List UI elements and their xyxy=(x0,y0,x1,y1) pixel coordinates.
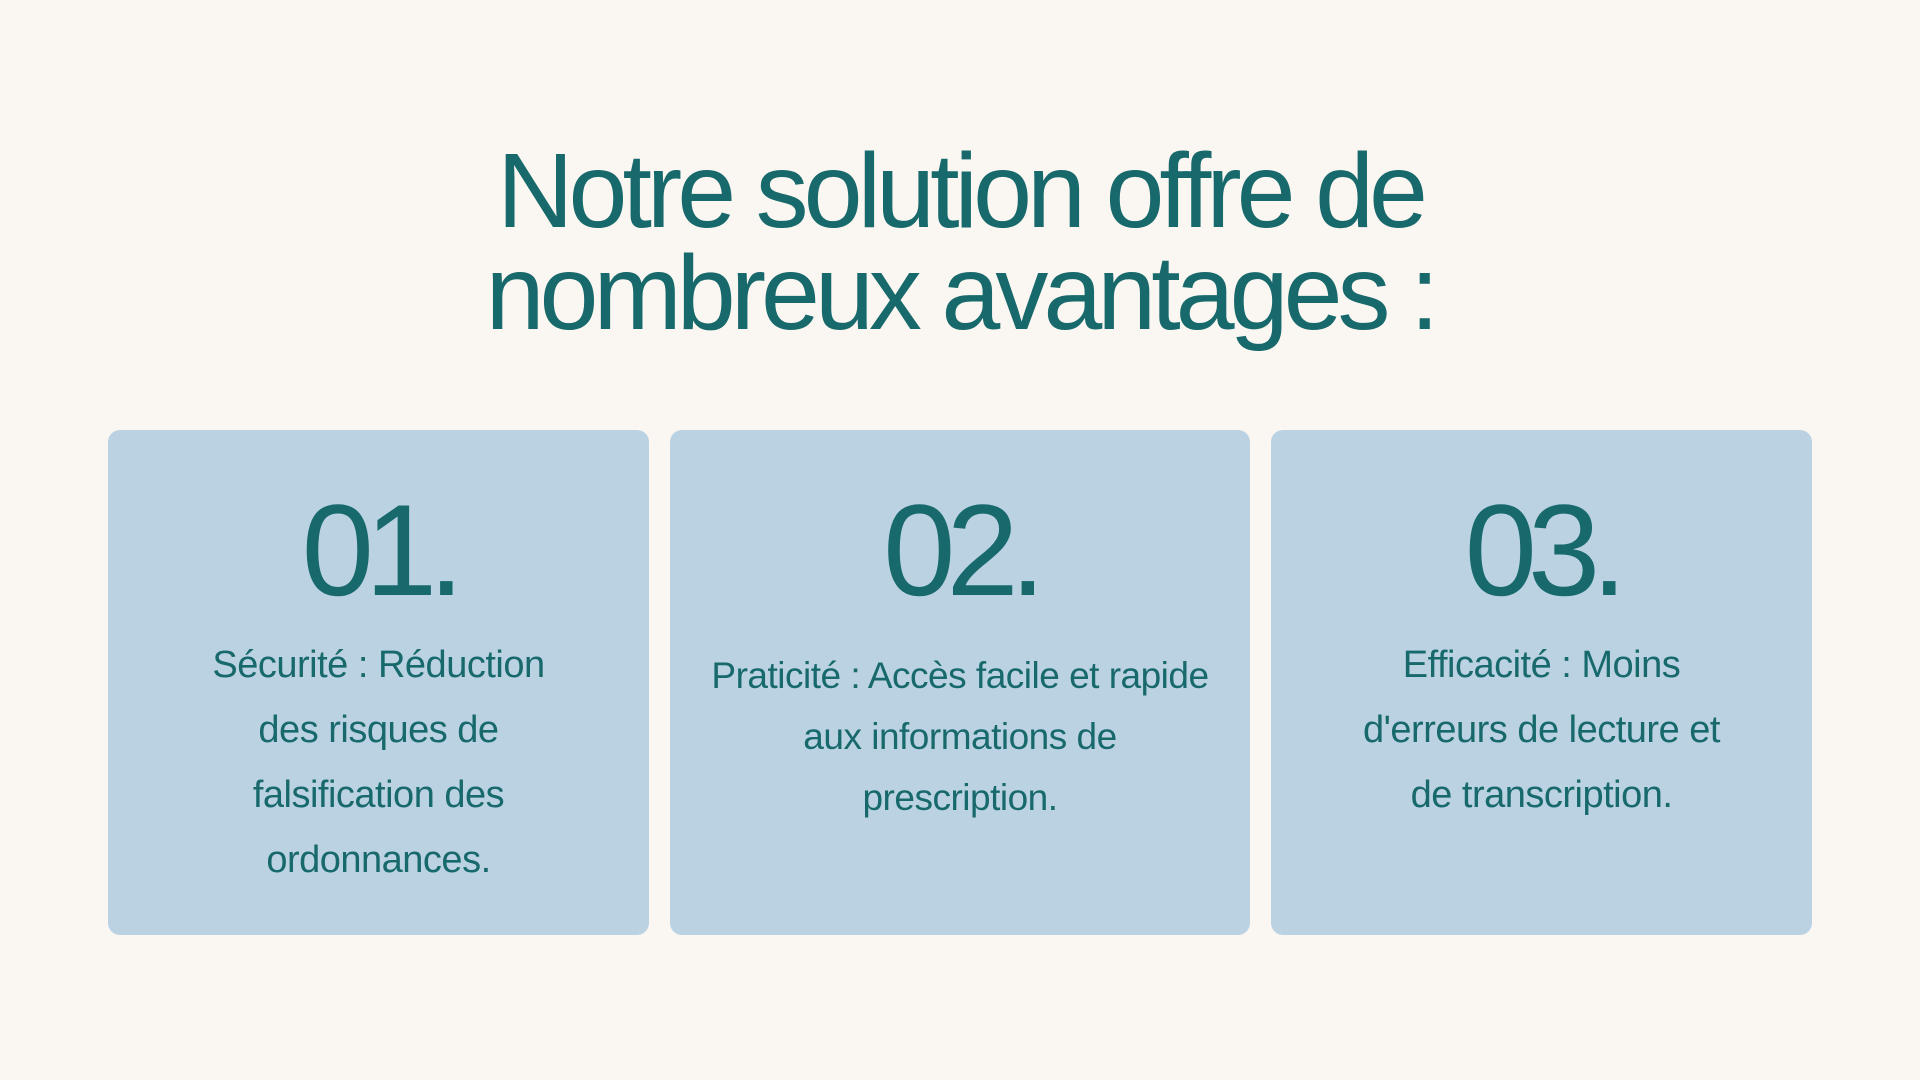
advantage-card-security: 01. Sécurité : Réduction des risques de … xyxy=(108,430,649,935)
card-description: Praticité : Accès facile et rapide aux i… xyxy=(711,655,1209,818)
card-number: 02. xyxy=(883,477,1046,623)
title-line-2: nombreux avantages : xyxy=(485,234,1440,352)
advantage-card-efficiency: 03. Efficacité : Moins d'erreurs de lect… xyxy=(1271,430,1812,935)
card-number: 01. xyxy=(301,477,465,623)
card-description: Sécurité : Réduction des risques de fals… xyxy=(212,644,545,881)
advantage-card-practicality: 02. Praticité : Accès facile et rapide a… xyxy=(670,430,1250,935)
advantages-cards: 01. Sécurité : Réduction des risques de … xyxy=(108,430,1812,935)
title-line-1: Notre solution offre de xyxy=(496,132,1428,250)
page-title: Notre solution offre de nombreux avantag… xyxy=(0,132,1920,352)
card-number: 03. xyxy=(1464,477,1628,623)
card-description: Efficacité : Moins d'erreurs de lecture … xyxy=(1363,644,1720,816)
